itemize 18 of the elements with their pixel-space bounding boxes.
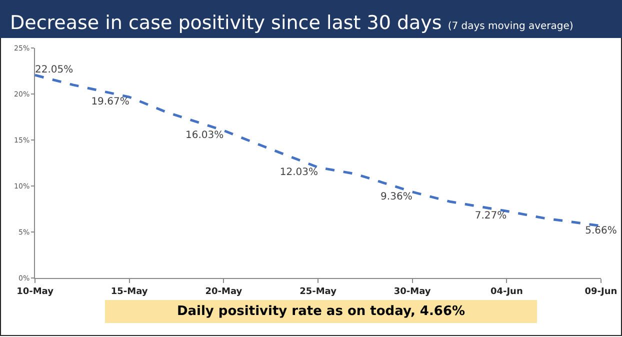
- x-tick-label: 20-May: [205, 286, 242, 297]
- x-tick-label: 15-May: [110, 286, 148, 297]
- data-label: 9.36%: [380, 191, 412, 202]
- x-tick-label: 09-Jun: [584, 286, 618, 297]
- data-label: 5.66%: [585, 225, 617, 236]
- x-tick-label: 25-May: [300, 286, 337, 297]
- data-label: 16.03%: [186, 130, 224, 142]
- data-label: 19.67%: [91, 96, 130, 108]
- data-label: 7.27%: [474, 210, 507, 222]
- x-tick-label: 30-May: [394, 286, 431, 297]
- x-tick-label: 10-May: [16, 286, 54, 297]
- chart-title: Decrease in case positivity since last 30 days: [10, 12, 442, 34]
- data-label: 12.03%: [280, 166, 318, 178]
- data-label: 22.05%: [35, 64, 74, 76]
- x-tick-label: 04-Jun: [490, 286, 523, 297]
- line-series: [35, 74, 601, 228]
- chart-subtitle: (7 days moving average): [448, 21, 574, 34]
- text: Daily positivity rate as on today, 4.66%: [105, 300, 537, 323]
